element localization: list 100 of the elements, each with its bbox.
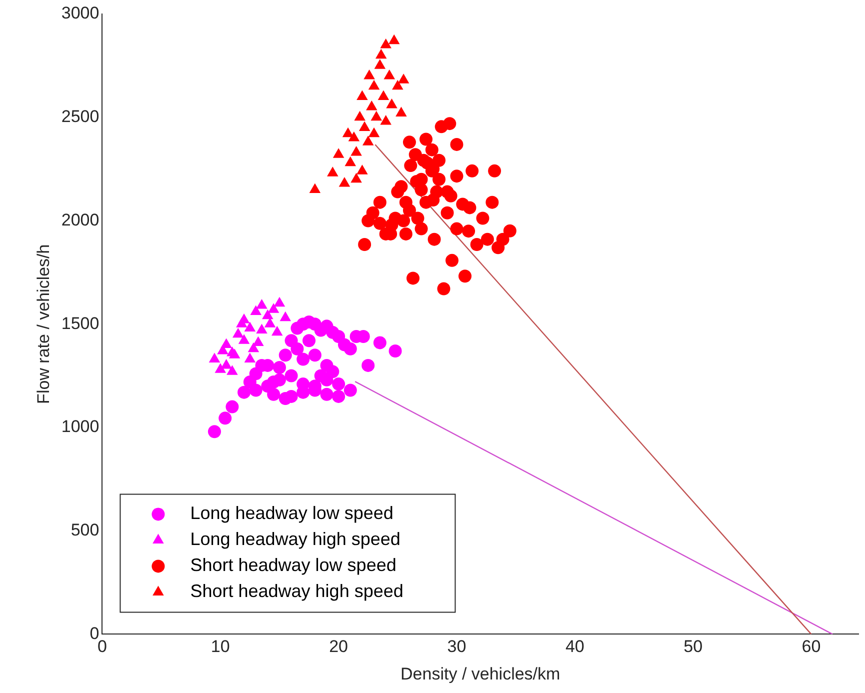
point	[388, 34, 400, 44]
point	[327, 166, 338, 176]
point	[480, 232, 494, 246]
point	[344, 342, 357, 356]
point	[344, 384, 357, 397]
point	[366, 100, 378, 110]
point	[450, 170, 464, 183]
point	[373, 196, 386, 209]
point	[408, 148, 422, 162]
point	[380, 115, 392, 125]
point	[373, 216, 386, 230]
point	[446, 254, 458, 267]
point	[378, 90, 390, 100]
point	[290, 342, 304, 356]
legend-label: Short headway low speed	[190, 555, 396, 576]
point	[440, 206, 454, 220]
point	[486, 196, 499, 209]
y-axis-title: Flow rate / vehicles/h	[34, 244, 53, 404]
point	[278, 348, 292, 362]
point	[396, 106, 407, 116]
point	[398, 74, 410, 84]
point	[356, 164, 368, 174]
point	[425, 143, 438, 156]
point	[384, 70, 395, 80]
y-tick-label: 0	[90, 624, 100, 643]
point	[350, 172, 362, 183]
point	[402, 136, 416, 149]
y-tick-label: 1000	[61, 417, 100, 436]
point	[362, 136, 374, 146]
legend-label: Short headway high speed	[190, 581, 404, 602]
x-tick-label: 60	[802, 637, 821, 656]
point	[366, 206, 380, 220]
point	[250, 305, 262, 315]
point	[284, 369, 298, 382]
point	[208, 425, 221, 438]
point	[374, 59, 386, 69]
point	[466, 164, 479, 178]
point	[342, 127, 354, 138]
point	[362, 358, 375, 372]
point	[386, 98, 398, 108]
x-tick-label: 10	[210, 637, 230, 656]
legend-label: Long headway low speed	[190, 503, 394, 524]
point	[264, 318, 276, 328]
point	[326, 365, 340, 378]
point	[274, 296, 286, 307]
point	[420, 156, 434, 170]
point	[309, 183, 321, 193]
point	[271, 326, 283, 336]
point	[443, 117, 456, 130]
point	[458, 270, 472, 283]
point	[373, 336, 386, 350]
point	[385, 218, 398, 232]
point	[392, 80, 404, 90]
point	[308, 348, 322, 362]
point	[267, 388, 280, 401]
point	[404, 159, 418, 172]
point	[218, 412, 232, 425]
point	[256, 324, 268, 334]
point	[388, 344, 402, 358]
point	[314, 369, 328, 382]
point	[332, 390, 346, 403]
x-tick-label: 20	[329, 637, 348, 656]
y-tick-label: 2500	[61, 107, 100, 126]
point	[420, 132, 432, 146]
x-tick-label: 30	[447, 637, 466, 656]
y-tick-label: 1500	[61, 314, 100, 333]
point	[320, 388, 334, 401]
point	[268, 303, 280, 313]
point	[262, 309, 274, 320]
point	[358, 121, 370, 131]
point	[426, 194, 440, 207]
point	[272, 361, 286, 374]
point	[249, 384, 262, 397]
x-tick-label: 40	[565, 637, 584, 656]
point	[354, 110, 366, 121]
point	[238, 334, 250, 344]
point	[332, 378, 346, 391]
y-tick-label: 500	[70, 520, 100, 540]
y-tick-label: 2000	[61, 210, 100, 230]
x-axis-title: Density / vehicles/km	[400, 664, 560, 684]
point	[428, 232, 441, 246]
point	[356, 90, 368, 100]
point	[476, 212, 490, 225]
point	[358, 238, 372, 252]
point	[344, 156, 356, 166]
point	[462, 224, 476, 238]
point	[256, 298, 268, 309]
point	[492, 241, 505, 254]
y-tick-label: 3000	[61, 4, 100, 23]
point	[370, 110, 382, 121]
point	[338, 177, 350, 187]
point	[488, 164, 502, 178]
point	[375, 48, 387, 59]
point	[399, 227, 412, 240]
point	[437, 282, 450, 296]
point	[414, 222, 428, 236]
point	[350, 146, 362, 156]
point	[450, 222, 464, 236]
point	[380, 38, 392, 48]
point	[470, 238, 484, 252]
